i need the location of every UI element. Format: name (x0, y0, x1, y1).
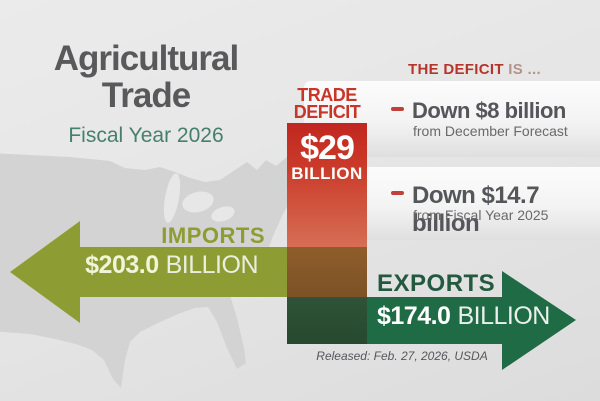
dash-icon (391, 191, 404, 195)
title-line-2: Trade (101, 76, 191, 115)
imports-value: $203.0 BILLION (0, 251, 258, 280)
deficit-bar-red-segment (287, 123, 367, 247)
deficit-panel-heading-strong: THE DEFICIT (408, 61, 504, 78)
deficit-panel-heading: THE DEFICIT IS ... (408, 61, 541, 78)
exports-unit: BILLION (457, 302, 550, 330)
trade-deficit-label-line1: TRADE (297, 85, 357, 105)
deficit-bar-imports-overlap (287, 247, 367, 297)
title-line-1: Agricultural (53, 39, 239, 78)
dash-icon (391, 107, 404, 111)
imports-arrow (10, 221, 287, 323)
exports-value: $174.0 BILLION (377, 302, 550, 331)
release-note: Released: Feb. 27, 2026, USDA (316, 349, 488, 363)
deficit-bar-exports-overlap (287, 297, 367, 344)
deficit-item-1-detail: from December Forecast (413, 123, 568, 139)
exports-arrow (367, 271, 576, 370)
fiscal-year-subtitle: Fiscal Year 2026 (68, 124, 224, 147)
imports-unit: BILLION (165, 251, 259, 279)
imports-label: IMPORTS (161, 223, 265, 248)
trade-deficit-label-line2: DEFICIT (293, 102, 361, 122)
page-title: Agricultural Trade (0, 40, 292, 114)
imports-amount: $203.0 (85, 251, 159, 279)
exports-amount: $174.0 (377, 302, 451, 330)
exports-label: EXPORTS (377, 270, 496, 297)
trade-deficit-label: TRADE DEFICIT (285, 85, 369, 122)
deficit-item-2-headline: Down $14.7 billion (412, 182, 540, 237)
great-lakes-shapes (163, 173, 235, 223)
trade-deficit-value: $29 (300, 129, 355, 167)
deficit-panel-heading-rest: IS ... (503, 61, 541, 78)
deficit-item-1-headline: Down $8 billion (412, 98, 566, 123)
trade-deficit-unit: BILLION (291, 164, 363, 183)
deficit-item-2-detail: from Fiscal Year 2025 (413, 207, 549, 223)
